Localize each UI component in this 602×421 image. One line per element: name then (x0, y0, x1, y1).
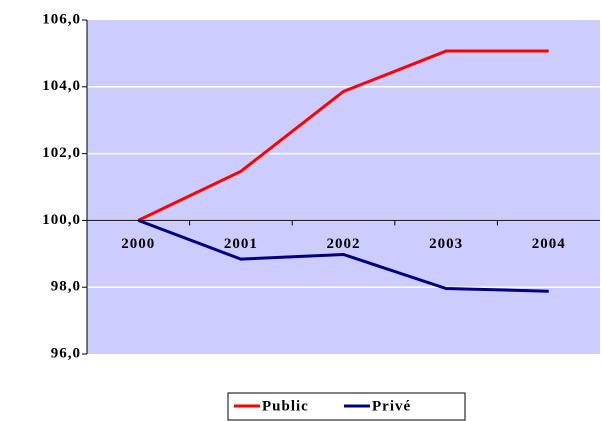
legend-label: Public (262, 398, 309, 414)
legend: Public Privé (227, 392, 466, 421)
series-line (137, 49, 549, 222)
x-tick-label: 2003 (429, 236, 463, 252)
x-tick-label: 2004 (532, 236, 566, 252)
y-tick-label: 106,0 (42, 11, 81, 27)
y-tick-label: 96,0 (51, 345, 81, 361)
y-tick-label: 102,0 (42, 145, 81, 161)
series-line (137, 218, 549, 293)
y-tick-label: 104,0 (42, 78, 81, 94)
x-tick-label: 2001 (224, 236, 258, 252)
x-tick-label: 2000 (121, 236, 155, 252)
y-tick-label: 98,0 (51, 279, 81, 295)
x-tick-label: 2002 (327, 236, 361, 252)
plot-area (87, 20, 600, 354)
y-tick-label: 100,0 (42, 212, 81, 228)
legend-label: Privé (372, 398, 411, 414)
